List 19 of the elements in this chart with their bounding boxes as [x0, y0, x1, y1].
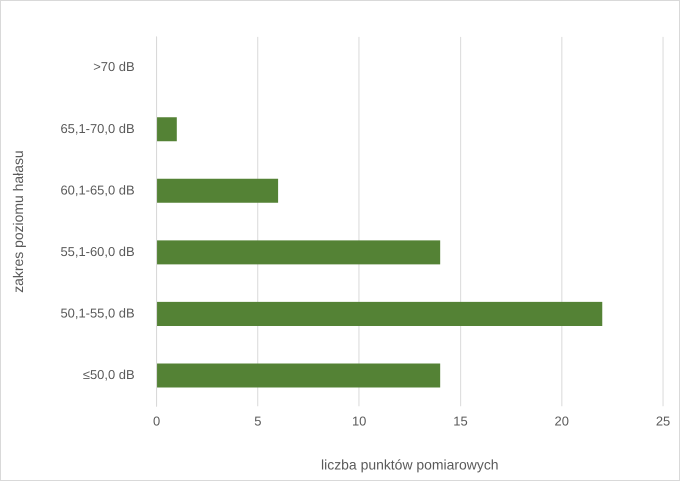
- y-tick-label: 65,1-70,0 dB: [60, 120, 135, 136]
- y-axis-title: zakres poziomu hałasu: [10, 150, 26, 293]
- x-tick-label: 15: [453, 414, 468, 429]
- y-tick-label: ≤50,0 dB: [82, 367, 135, 382]
- y-tick-label: 55,1-60,0 dB: [60, 244, 135, 259]
- x-tick-label: 25: [656, 414, 670, 429]
- y-tick-label: 60,1-65,0 dB: [60, 182, 135, 198]
- x-tick-label: 10: [352, 414, 366, 429]
- y-tick-label: >70 dB: [93, 59, 135, 74]
- y-tick-label: 50,1-55,0 dB: [60, 306, 135, 321]
- x-tick-label: 5: [254, 414, 262, 429]
- bar: [157, 240, 440, 264]
- x-tick-label: 20: [554, 414, 569, 429]
- bar: [157, 117, 177, 142]
- bar: [157, 302, 602, 326]
- x-tick-label: 0: [152, 414, 160, 429]
- x-axis-title: liczba punktów pomiarowych: [321, 456, 499, 472]
- bar: [157, 178, 278, 203]
- bar: [157, 364, 440, 388]
